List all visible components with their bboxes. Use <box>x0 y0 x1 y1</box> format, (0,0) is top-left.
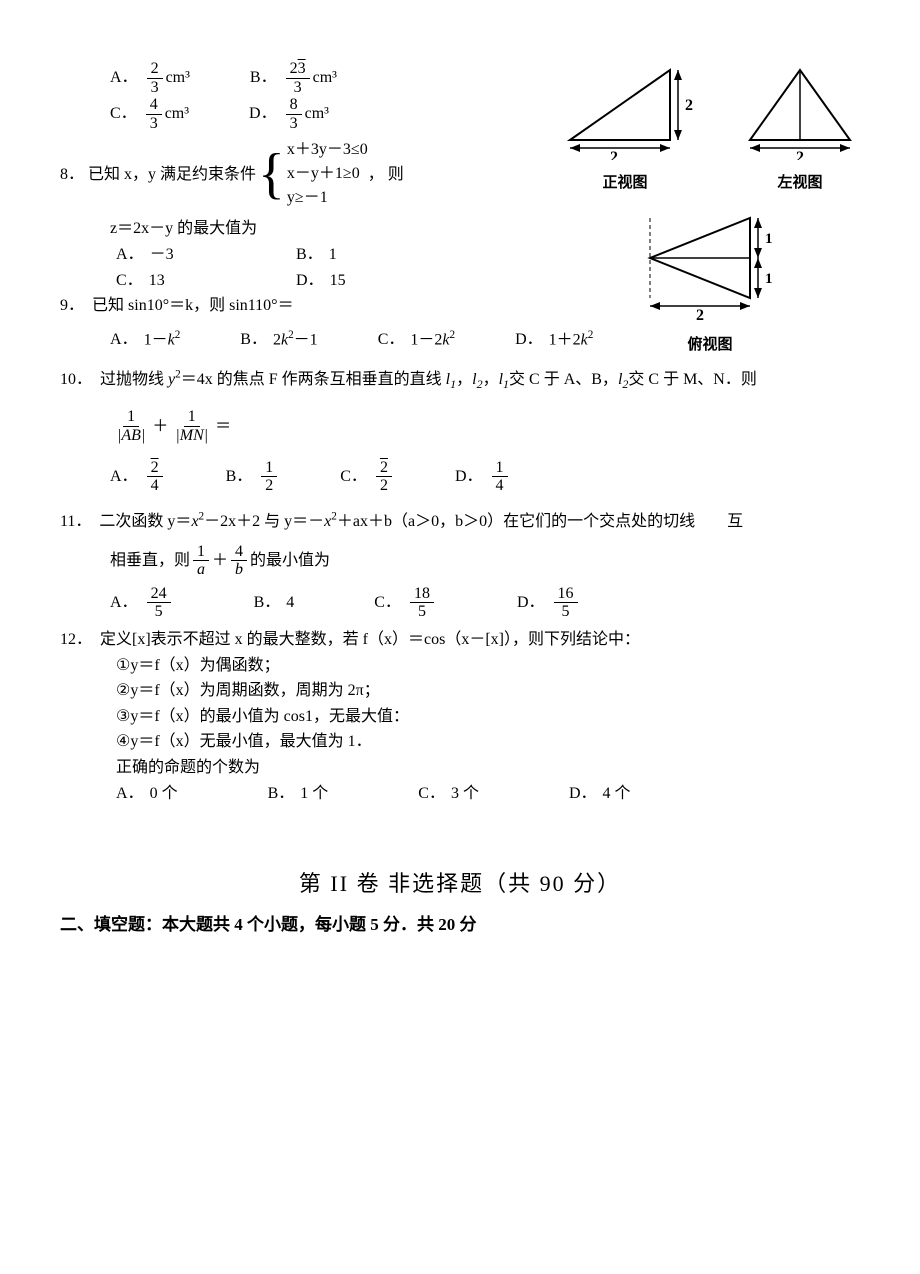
q12-line3: ③y＝f（x）的最小值为 cos1，无最大值： <box>116 704 860 730</box>
front-view-svg: 2 2 <box>550 50 700 160</box>
dim-2h3: 2 <box>696 307 704 323</box>
left-brace-icon: { <box>258 146 285 202</box>
q9-text: 已知 sin10°＝k，则 sin110°＝ <box>92 297 294 314</box>
q7-opt-a: A． 23 cm³ <box>110 60 190 96</box>
exam-page: 2 2 正视图 2 左视图 <box>60 60 860 939</box>
q10-opt-c: C．22 <box>340 459 395 495</box>
q11-num: 11． <box>60 513 91 530</box>
q10-opt-b: B．12 <box>226 459 281 495</box>
q12: 12． 定义[x]表示不超过 x 的最大整数，若 f（x）＝cos（x－[x]）… <box>60 627 860 653</box>
q9-opt-c: C．1－2k2 <box>378 327 455 353</box>
figures-top-row: 2 2 正视图 2 左视图 <box>550 50 870 195</box>
q8-c2: x－y＋1≥0 <box>287 162 368 186</box>
q9-opt-a: A．1－k2 <box>110 327 180 353</box>
q8-opt-b: B．1 <box>296 242 436 268</box>
q8-c3: y≥－1 <box>287 186 368 210</box>
q7-opt-b: B． 233 cm³ <box>250 60 337 96</box>
q10-text: 过抛物线 y2＝4x 的焦点 F 作两条互相垂直的直线 l1，l2，l1交 C … <box>100 371 757 388</box>
q11-opt-a: A．245 <box>110 585 174 621</box>
dim-2h2: 2 <box>796 149 804 160</box>
q11-text: 二次函数 y＝x2－2x＋2 与 y＝－x2＋ax＋b（a＞0，b＞0）在它们的… <box>99 513 743 530</box>
q11: 11． 二次函数 y＝x2－2x＋2 与 y＝－x2＋ax＋b（a＞0，b＞0）… <box>60 509 860 535</box>
q11-line2: 相垂直，则 1a ＋ 4b 的最小值为 <box>110 543 860 579</box>
section2-sub: 二、填空题：本大题共 4 个小题，每小题 5 分．共 20 分 <box>60 911 860 938</box>
q9-num: 9． <box>60 297 84 314</box>
q8-text-a: 已知 x，y 满足约束条件 <box>88 162 256 188</box>
q12-opt-a: A．0 个 <box>116 781 178 807</box>
dim-1b: 1 <box>765 271 773 287</box>
q8-opt-d: D．15 <box>296 268 436 294</box>
dim-1a: 1 <box>765 231 773 247</box>
front-view-caption: 正视图 <box>550 171 700 195</box>
top-view-svg: 1 1 2 <box>630 203 790 323</box>
q10-num: 10． <box>60 371 92 388</box>
q12-line5: 正确的命题的个数为 <box>116 755 860 781</box>
q8-num: 8． <box>60 162 84 188</box>
q12-line1: ①y＝f（x）为偶函数； <box>116 653 860 679</box>
dim-2v: 2 <box>685 97 693 114</box>
q8-constraints: { x＋3y－3≤0 x－y＋1≥0 y≥－1 <box>256 138 368 210</box>
section2-title: 第 II 卷 非选择题（共 90 分） <box>60 866 860 901</box>
left-view-box: 2 左视图 <box>730 50 870 195</box>
dim-2h: 2 <box>610 149 618 160</box>
q8-text-b: ， 则 <box>368 162 404 188</box>
q10-opt-a: A．24 <box>110 459 166 495</box>
left-view-svg: 2 <box>730 50 870 160</box>
q11-options: A．245 B．4 C．185 D．165 <box>110 585 860 621</box>
q10: 10． 过抛物线 y2＝4x 的焦点 F 作两条互相垂直的直线 l1，l2，l1… <box>60 367 860 395</box>
q7-opt-d: D． 83 cm³ <box>249 96 329 132</box>
top-view-caption: 俯视图 <box>630 333 790 357</box>
front-view-box: 2 2 正视图 <box>550 50 700 195</box>
q12-options: A．0 个 B．1 个 C．3 个 D．4 个 <box>116 781 860 807</box>
q12-text: 定义[x]表示不超过 x 的最大整数，若 f（x）＝cos（x－[x]），则下列… <box>100 631 640 648</box>
q11-opt-b: B．4 <box>254 585 295 621</box>
q8-opt-c: C．13 <box>116 268 256 294</box>
q10-expr: 1|AB| ＋ 1|MN| ＝ <box>110 408 860 444</box>
q10-options: A．24 B．12 C．22 D．14 <box>110 459 860 495</box>
q8-c1: x＋3y－3≤0 <box>287 138 368 162</box>
q12-num: 12． <box>60 631 92 648</box>
top-view-box: 1 1 2 俯视图 <box>630 203 790 358</box>
q12-opt-c: C．3 个 <box>418 781 479 807</box>
q12-opt-d: D．4 个 <box>569 781 631 807</box>
q10-opt-d: D．14 <box>455 459 511 495</box>
q12-opt-b: B．1 个 <box>268 781 329 807</box>
q11-opt-d: D．165 <box>517 585 581 621</box>
three-view-figures: 2 2 正视图 2 左视图 <box>550 50 870 357</box>
q9-opt-b: B．2k2－1 <box>240 327 317 353</box>
q12-line2: ②y＝f（x）为周期函数，周期为 2π； <box>116 678 860 704</box>
q11-opt-c: C．185 <box>374 585 437 621</box>
q7-opt-c: C． 43 cm³ <box>110 96 189 132</box>
left-view-caption: 左视图 <box>730 171 870 195</box>
q8-opt-a: A．－3 <box>116 242 256 268</box>
q12-line4: ④y＝f（x）无最小值，最大值为 1． <box>116 729 860 755</box>
